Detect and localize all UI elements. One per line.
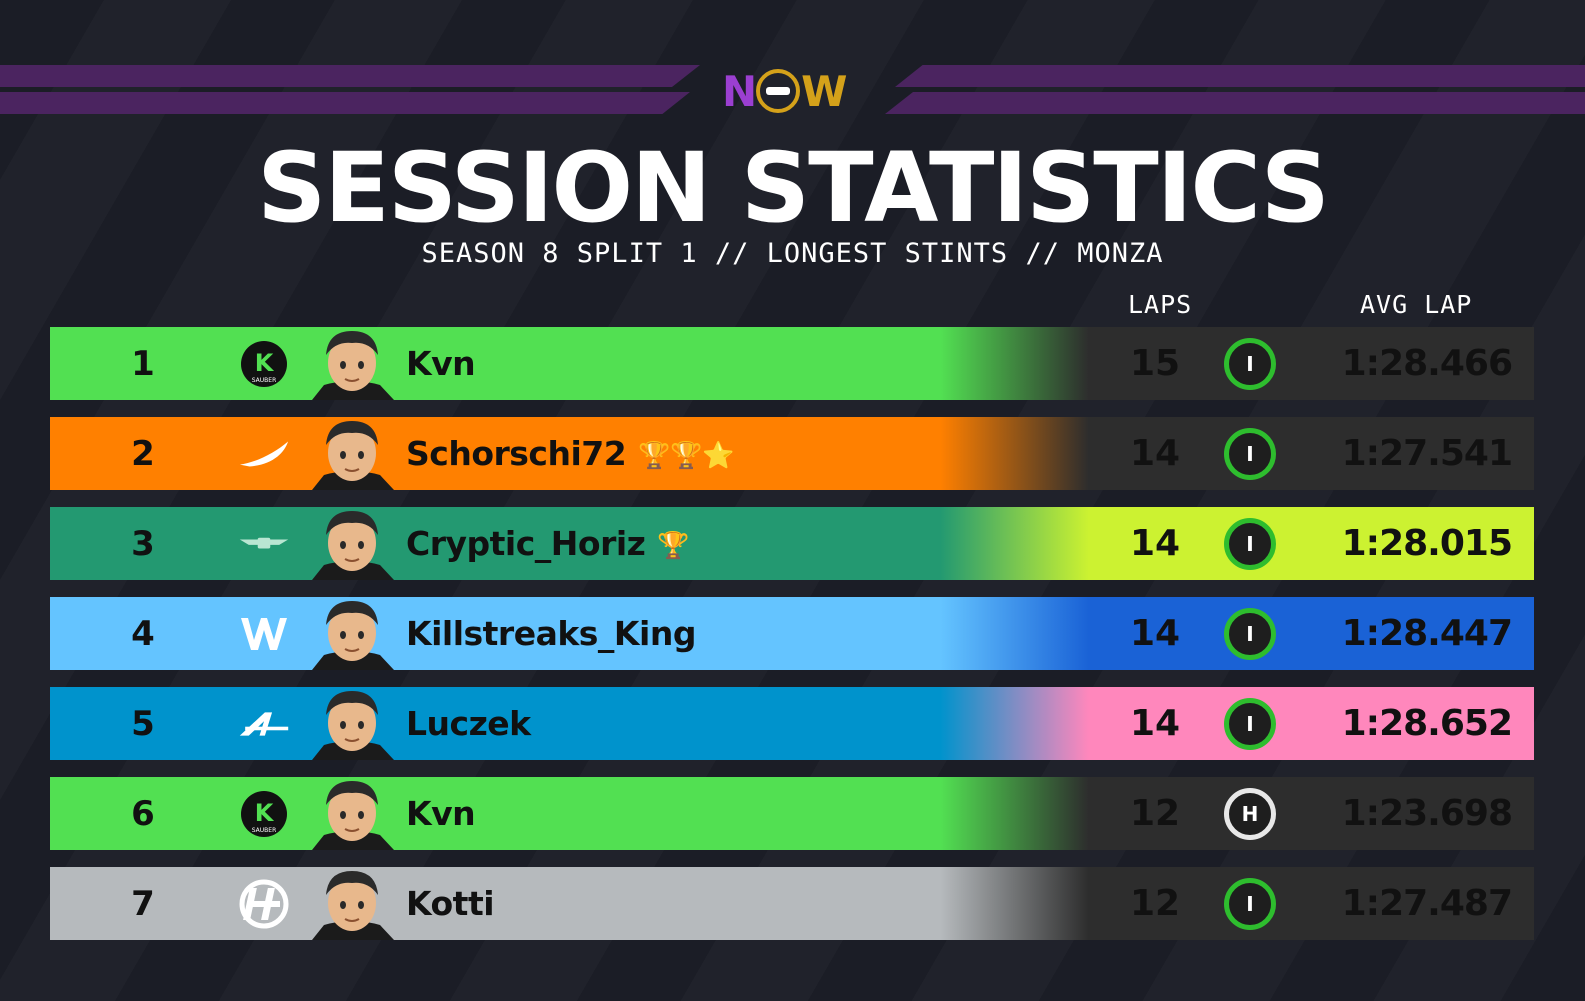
- header-band: [0, 92, 690, 114]
- position-number: 3: [131, 523, 155, 564]
- alpine-team-icon: [238, 698, 290, 750]
- table-row: 1 K SAUBER Kvn 15 I 1:28.466: [50, 327, 1534, 400]
- driver-name: Kotti: [406, 884, 495, 923]
- page-subtitle: SEASON 8 SPLIT 1 // LONGEST STINTS // MO…: [421, 238, 1164, 269]
- driver-avatar: [302, 687, 402, 760]
- position-number: 1: [131, 343, 155, 384]
- svg-text:K: K: [255, 799, 275, 827]
- laps-count: 14: [1129, 523, 1181, 564]
- car-emblem-icon: [756, 69, 801, 113]
- driver-avatar: [302, 597, 402, 670]
- position-number: 4: [131, 613, 155, 654]
- tyre-compound-icon: I: [1224, 698, 1276, 750]
- sauber-team-icon: K SAUBER: [238, 338, 290, 390]
- avg-lap-time: 1:23.698: [1341, 793, 1513, 834]
- driver-avatar: [302, 417, 402, 490]
- column-header-laps: LAPS: [1128, 290, 1193, 319]
- page-title: SESSION STATISTICS: [257, 132, 1330, 244]
- table-row: 5 Luczek 14 I 1:28.652: [50, 687, 1534, 760]
- svg-text:SAUBER: SAUBER: [252, 377, 277, 384]
- logo-letter: W: [801, 66, 847, 116]
- table-row: 6 K SAUBER Kvn 12 H 1:23.698: [50, 777, 1534, 850]
- avg-lap-time: 1:28.466: [1341, 343, 1513, 384]
- driver-name-text: Kvn: [406, 794, 476, 833]
- driver-name-text: Schorschi72: [406, 434, 627, 473]
- table-row: 4 Killstreaks_King 14 I 1:28.447: [50, 597, 1534, 670]
- avg-lap-time: 1:28.015: [1341, 523, 1513, 564]
- driver-name-text: Luczek: [406, 704, 531, 743]
- svg-text:SAUBER: SAUBER: [252, 827, 277, 834]
- driver-name: Cryptic_Horiz 🏆: [406, 524, 690, 563]
- driver-name-text: Kvn: [406, 344, 476, 383]
- driver-avatar: [302, 867, 402, 940]
- aston-martin-team-icon: [238, 518, 290, 570]
- avg-lap-time: 1:28.652: [1341, 703, 1513, 744]
- laps-count: 14: [1129, 433, 1181, 474]
- avg-lap-time: 1:27.541: [1341, 433, 1513, 474]
- driver-name-text: Cryptic_Horiz: [406, 524, 646, 563]
- header-band: [885, 92, 1585, 114]
- tyre-compound-icon: I: [1224, 608, 1276, 660]
- table-row: 7 Kotti 12 I 1:27.487: [50, 867, 1534, 940]
- logo-letter: N: [722, 66, 757, 116]
- avg-lap-time: 1:27.487: [1341, 883, 1513, 924]
- position-number: 7: [131, 883, 155, 924]
- table-row: 2 Schorschi72 🏆🏆⭐ 14 I 1:27.541: [50, 417, 1534, 490]
- tyre-compound-icon: I: [1224, 338, 1276, 390]
- driver-name: Kvn: [406, 794, 476, 833]
- driver-name-text: Killstreaks_King: [406, 614, 696, 653]
- position-number: 2: [131, 433, 155, 474]
- driver-name: Killstreaks_King: [406, 614, 696, 653]
- driver-avatar: [302, 327, 402, 400]
- tyre-compound-icon: I: [1224, 878, 1276, 930]
- now-logo: N W: [722, 62, 852, 120]
- driver-name: Schorschi72 🏆🏆⭐: [406, 434, 734, 473]
- driver-avatar: [302, 507, 402, 580]
- laps-count: 15: [1129, 343, 1181, 384]
- haas-team-icon: [238, 878, 290, 930]
- mclaren-team-icon: [238, 428, 290, 480]
- laps-count: 14: [1129, 703, 1181, 744]
- column-header-avg-lap: AVG LAP: [1360, 290, 1473, 319]
- svg-text:K: K: [255, 349, 275, 377]
- position-number: 5: [131, 703, 155, 744]
- sauber-team-icon: K SAUBER: [238, 788, 290, 840]
- header-band: [895, 65, 1585, 87]
- williams-team-icon: [238, 608, 290, 660]
- laps-count: 14: [1129, 613, 1181, 654]
- tyre-compound-icon: I: [1224, 518, 1276, 570]
- laps-count: 12: [1129, 883, 1181, 924]
- driver-name: Luczek: [406, 704, 531, 743]
- driver-name: Kvn: [406, 344, 476, 383]
- laps-count: 12: [1129, 793, 1181, 834]
- header-band: [0, 65, 700, 87]
- driver-avatar: [302, 777, 402, 850]
- trophy-icon: 🏆: [657, 530, 690, 561]
- position-number: 6: [131, 793, 155, 834]
- avg-lap-time: 1:28.447: [1341, 613, 1513, 654]
- tyre-compound-icon: I: [1224, 428, 1276, 480]
- trophy-icon: 🏆🏆⭐: [638, 440, 734, 471]
- table-row: 3 Cryptic_Horiz 🏆 14 I 1:28.015: [50, 507, 1534, 580]
- tyre-compound-icon: H: [1224, 788, 1276, 840]
- driver-name-text: Kotti: [406, 884, 495, 923]
